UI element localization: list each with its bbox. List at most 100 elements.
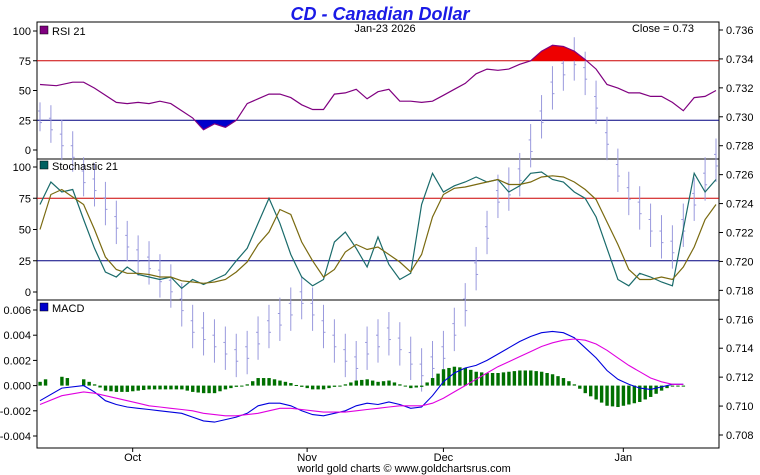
histogram-bar [60, 376, 64, 386]
histogram-bar [469, 369, 473, 386]
legend-swatch [39, 160, 49, 170]
histogram-bar [578, 385, 582, 389]
panel-frame [36, 158, 720, 301]
y-tick-label: 0 [25, 145, 31, 157]
price-tick-label: 0.710 [726, 401, 754, 413]
histogram-bar [381, 381, 386, 386]
histogram-bar [594, 385, 598, 400]
histogram-bar [420, 385, 424, 387]
histogram-bar [300, 385, 304, 387]
indicator-lines [39, 44, 717, 423]
chart-title: CD - Canadian Dollar [290, 4, 470, 24]
histogram-bar [354, 380, 358, 386]
histogram-bar [343, 384, 348, 386]
y-tick-label: 0 [25, 287, 31, 299]
histogram-bar [599, 385, 604, 403]
histogram-bar [665, 385, 669, 389]
legend-label: Stochastic 21 [52, 161, 118, 173]
histogram-bar [654, 385, 658, 394]
histogram-bar [251, 381, 255, 386]
price-tick-label: 0.726 [726, 170, 754, 182]
month-axis: Oct Nov Dec Jan [124, 448, 632, 464]
histogram-bar [425, 382, 429, 386]
y-tick-label: 0.006 [3, 305, 31, 317]
histogram-bar [141, 385, 146, 391]
date-label: Jan-23 2026 [354, 23, 415, 35]
histogram-bar [638, 385, 642, 402]
histogram-bar [376, 381, 380, 386]
series-line-signal [39, 338, 684, 417]
histogram-bar [289, 383, 293, 386]
left-axis-ticks: 100 75 50 25 0 100 75 50 25 0 0.006 0.004 0.002 0.000… [0, 26, 37, 443]
histogram-bar [316, 385, 320, 390]
histogram-bar [621, 385, 626, 406]
histogram-bar [414, 385, 418, 388]
histogram-bar [174, 385, 179, 390]
histogram-bar [403, 385, 408, 387]
histogram-bar [458, 367, 462, 386]
histogram-bar [294, 384, 299, 386]
histogram-bar [616, 385, 620, 408]
histogram-bar [365, 379, 369, 386]
histogram-bar [501, 372, 506, 386]
histogram-bar [648, 385, 653, 397]
histogram-bar [169, 385, 173, 390]
macd-histogram [38, 366, 686, 408]
price-bars [38, 37, 718, 392]
histogram-bar [387, 380, 391, 386]
histogram-bar [223, 385, 228, 390]
histogram-bar [82, 379, 86, 386]
price-tick-label: 0.724 [726, 199, 754, 211]
y-tick-label: 0.004 [3, 330, 31, 342]
histogram-bar [212, 385, 217, 394]
histogram-bar [409, 385, 413, 389]
histogram-bar [92, 384, 97, 386]
histogram-bar [147, 385, 151, 390]
y-tick-label: -0.002 [0, 406, 31, 418]
price-tick-label: 0.718 [726, 285, 754, 297]
histogram-bar [305, 385, 309, 389]
histogram-bar [659, 385, 664, 391]
histogram-bar [87, 381, 91, 386]
rsi-oversold-fill [194, 120, 237, 130]
y-tick-label: 0.002 [3, 355, 31, 367]
histogram-bar [240, 385, 244, 387]
series-line--d [39, 175, 717, 284]
histogram-bar [207, 385, 211, 394]
histogram-bar [196, 385, 200, 393]
histogram-bar [496, 373, 500, 386]
histogram-bar [332, 385, 337, 387]
histogram-bar [550, 374, 555, 386]
histogram-bar [349, 382, 353, 386]
histogram-bar [114, 385, 119, 392]
panel-frame [36, 299, 720, 449]
histogram-bar [272, 379, 277, 386]
histogram-bar [507, 371, 511, 386]
y-tick-label: 50 [19, 86, 31, 98]
histogram-bar [485, 373, 489, 386]
histogram-bar [218, 385, 222, 392]
histogram-bar [278, 380, 282, 386]
histogram-bar [583, 385, 587, 394]
histogram-bar [201, 385, 206, 394]
histogram-bar [163, 385, 168, 390]
histogram-bar [131, 385, 135, 392]
histogram-bar [567, 381, 571, 386]
histogram-bar [370, 380, 375, 386]
histogram-bar [338, 385, 342, 387]
histogram-bar [327, 385, 331, 389]
price-tick-label: 0.720 [726, 256, 754, 268]
chart-frame [36, 21, 720, 449]
y-tick-label: 25 [19, 256, 31, 268]
histogram-bar [452, 366, 457, 386]
histogram-bar [610, 385, 615, 407]
histogram-bar [158, 385, 162, 390]
close-label: Close = 0.73 [632, 23, 694, 35]
histogram-bar [436, 373, 440, 386]
histogram-bar [191, 385, 195, 392]
histogram-bar [109, 385, 113, 392]
price-tick-label: 0.732 [726, 83, 754, 95]
histogram-bar [261, 378, 266, 386]
panel-legends: RSI 21 Stochastic 21 MACD [39, 25, 118, 315]
histogram-bar [267, 378, 271, 386]
